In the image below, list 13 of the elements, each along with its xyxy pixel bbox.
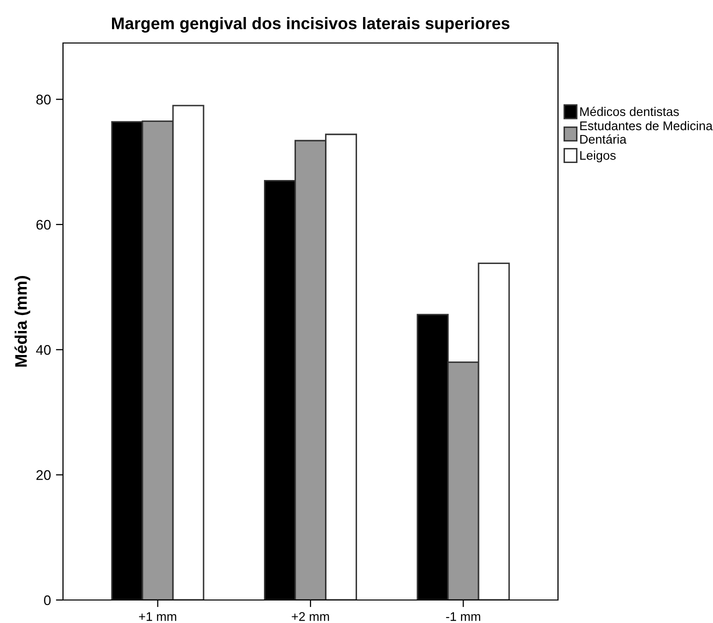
y-tick-label: 60 bbox=[36, 220, 51, 230]
legend-label: Leigos bbox=[580, 150, 616, 162]
chart-title: Margem gengival dos incisivos laterais superiores bbox=[112, 17, 510, 33]
legend-label: Médicos dentistas bbox=[580, 106, 679, 116]
y-axis-title: Média (mm) bbox=[14, 276, 30, 367]
legend-label: Estudantes de Medicina Dentária bbox=[580, 121, 713, 144]
y-tick-label: 20 bbox=[36, 470, 51, 480]
y-tick-label: 80 bbox=[36, 94, 51, 104]
x-tick-label: -1 mm bbox=[446, 612, 480, 621]
x-tick-label: +1 mm bbox=[139, 612, 176, 621]
x-tick-label: +2 mm bbox=[292, 612, 329, 621]
y-tick-label: 40 bbox=[36, 344, 51, 355]
y-tick-label: 0 bbox=[44, 595, 51, 606]
